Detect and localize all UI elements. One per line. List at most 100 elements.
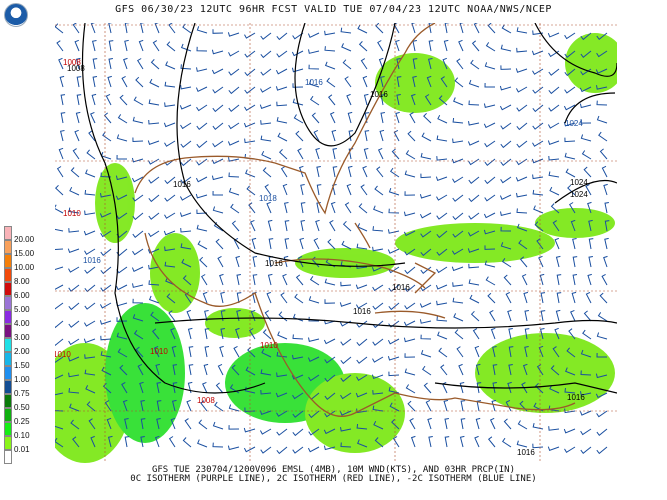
wind-barb (266, 291, 272, 304)
wind-barb (341, 240, 352, 250)
legend-swatch (4, 324, 12, 338)
noaa-logo (4, 3, 28, 27)
wind-barb (483, 229, 496, 235)
legend-label: 0.50 (14, 403, 30, 412)
wind-barb (564, 68, 576, 77)
wind-barb (187, 381, 193, 394)
wind-barb (245, 169, 256, 178)
wind-barb (387, 338, 400, 345)
wind-barb (460, 400, 466, 412)
wind-barb (292, 32, 304, 40)
legend-swatch (4, 422, 12, 436)
wind-barb (164, 81, 176, 88)
wind-barb (565, 168, 576, 178)
wind-barb (196, 209, 208, 215)
wind-barb (556, 274, 562, 286)
wind-barb (443, 399, 449, 412)
wind-barb (332, 166, 338, 178)
wind-barb (388, 320, 400, 328)
wind-barb (267, 219, 273, 232)
wind-barb (331, 129, 337, 142)
wind-barb (244, 86, 256, 94)
wind-barb (347, 165, 353, 178)
wind-barb (228, 157, 240, 162)
wind-barb (260, 135, 272, 142)
pressure-label: 1008 (67, 64, 85, 73)
wind-barb (555, 309, 561, 322)
wind-barb (393, 23, 400, 34)
wind-barb (117, 348, 128, 358)
legend-swatch (4, 268, 12, 282)
wind-barb (580, 119, 592, 124)
wind-barb (377, 147, 384, 160)
wind-barb (444, 418, 449, 430)
wind-barb (284, 220, 290, 232)
wind-barb (153, 345, 160, 358)
wind-barb (75, 111, 81, 124)
wind-barb (409, 112, 416, 124)
wind-barb (372, 226, 384, 232)
wind-barb (164, 140, 176, 147)
wind-barb (579, 410, 592, 416)
wind-barb (468, 279, 480, 286)
wind-barb (108, 58, 113, 70)
wind-barb (492, 346, 497, 358)
wind-barb (451, 158, 464, 164)
wind-barb (140, 400, 145, 412)
pressure-label: 1010 (63, 209, 81, 218)
wind-barb (393, 129, 400, 142)
wind-barb (292, 83, 304, 88)
wind-barb (396, 94, 401, 106)
wind-barb (411, 23, 416, 34)
wind-barb (360, 58, 368, 70)
wind-barb (404, 170, 416, 178)
wind-barb (403, 211, 416, 217)
wind-barb (244, 50, 256, 58)
wind-barb (140, 23, 145, 34)
wind-barb (485, 42, 496, 52)
wind-barb (518, 239, 528, 250)
wind-barb (70, 419, 80, 430)
wind-barb (519, 256, 528, 268)
wind-barb (84, 210, 96, 216)
wind-barb (388, 371, 400, 377)
wind-barb (276, 446, 288, 455)
wind-barb (487, 23, 496, 34)
legend-swatch (4, 436, 12, 450)
wind-barb (277, 331, 288, 340)
wind-barb (532, 189, 544, 196)
wind-barb (308, 64, 320, 70)
wind-barb (248, 202, 256, 214)
wind-barb (500, 226, 512, 232)
wind-barb (297, 148, 304, 160)
wind-barb (170, 417, 176, 430)
wind-barb (116, 154, 127, 160)
wind-barb (228, 425, 240, 430)
wind-barb (295, 130, 304, 142)
wind-barb (168, 310, 176, 322)
wind-barb (484, 194, 496, 202)
wind-barb (389, 402, 400, 412)
wind-barb (475, 363, 481, 376)
wind-barb (563, 104, 576, 111)
wind-barb (246, 185, 256, 196)
wind-barb (102, 382, 112, 394)
wind-barb (580, 32, 592, 41)
wind-barb (300, 184, 305, 196)
wind-barb (55, 374, 64, 380)
wind-barb (249, 328, 256, 340)
wind-barb (308, 296, 320, 304)
wind-barb (580, 391, 592, 396)
wind-barb (436, 248, 448, 256)
wind-barb (604, 202, 609, 214)
wind-barb (324, 30, 336, 36)
wind-barb (75, 57, 81, 70)
wind-barb (538, 345, 544, 358)
wind-barb (403, 337, 416, 343)
wind-barb (375, 23, 384, 34)
legend-swatch (4, 450, 12, 464)
wind-barb (150, 311, 160, 322)
wind-barb (500, 44, 512, 52)
wind-barb (292, 392, 304, 400)
wind-barb (596, 32, 608, 41)
